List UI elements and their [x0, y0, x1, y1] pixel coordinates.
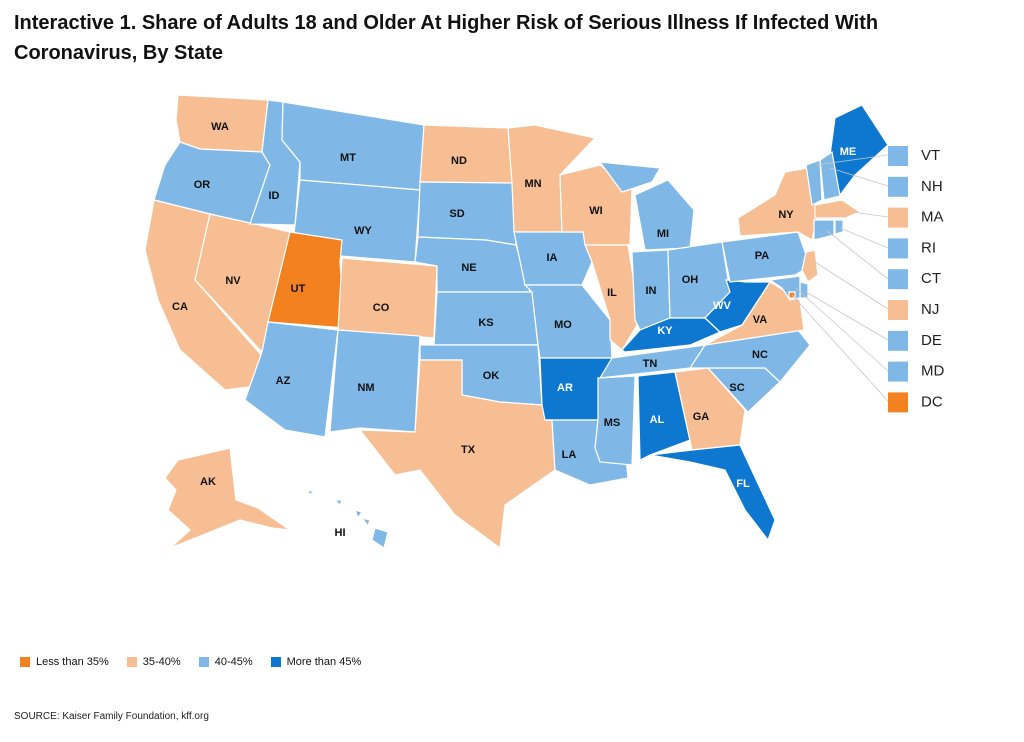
- small-state-callouts: VT NH MA RI CT NJ DE MD DC: [888, 146, 944, 413]
- label-MN: MN: [524, 178, 541, 190]
- state-RI[interactable]: [834, 219, 844, 235]
- state-labels: WA OR CA NV ID MT WY UT CO AZ NM ND SD N…: [172, 121, 856, 539]
- callout-label-MA: MA: [921, 209, 944, 226]
- state-CO[interactable]: [337, 257, 438, 339]
- source-note: SOURCE: Kaiser Family Foundation, kff.or…: [14, 711, 209, 722]
- label-NM: NM: [357, 382, 374, 394]
- callout-label-DE: DE: [921, 332, 942, 349]
- label-SD: SD: [449, 208, 464, 220]
- callout-label-NH: NH: [921, 178, 943, 195]
- label-VA: VA: [753, 314, 768, 326]
- label-IL: IL: [607, 287, 617, 299]
- label-WI: WI: [589, 205, 602, 217]
- label-WV: WV: [713, 300, 731, 312]
- callout-label-DC: DC: [921, 393, 943, 410]
- map-title: Interactive 1. Share of Adults 18 and Ol…: [14, 12, 879, 64]
- label-MT: MT: [340, 152, 356, 164]
- label-NV: NV: [225, 275, 241, 287]
- label-ND: ND: [451, 155, 467, 167]
- label-SC: SC: [729, 382, 744, 394]
- legend-item-gt45: More than 45%: [270, 656, 362, 668]
- state-GA[interactable]: [674, 367, 746, 451]
- label-KY: KY: [657, 325, 673, 337]
- label-TN: TN: [643, 358, 658, 370]
- state-IL[interactable]: [584, 244, 641, 351]
- state-MS[interactable]: [594, 375, 636, 466]
- label-AR: AR: [557, 382, 573, 394]
- label-LA: LA: [562, 449, 577, 461]
- callout-box-NJ[interactable]: [888, 300, 908, 320]
- label-GA: GA: [693, 411, 710, 423]
- callout-label-MD: MD: [921, 363, 944, 380]
- legend-item-35-40: 35-40%: [126, 656, 181, 668]
- label-OK: OK: [483, 370, 500, 382]
- label-NC: NC: [752, 349, 768, 361]
- state-AL[interactable]: [637, 371, 691, 461]
- state-NM[interactable]: [329, 329, 421, 433]
- state-SD[interactable]: [417, 181, 517, 246]
- label-NE: NE: [461, 262, 476, 274]
- label-AZ: AZ: [276, 375, 291, 387]
- label-IN: IN: [646, 285, 657, 297]
- label-AK: AK: [200, 476, 216, 488]
- label-UT: UT: [291, 283, 306, 295]
- state-NY[interactable]: [737, 167, 819, 241]
- label-NY: NY: [778, 209, 794, 221]
- label-MI: MI: [657, 228, 669, 240]
- callout-box-RI[interactable]: [888, 238, 908, 259]
- label-ME: ME: [840, 146, 857, 158]
- legend-swatch-lt35: [20, 657, 30, 667]
- legend-label-gt45: More than 45%: [286, 656, 362, 668]
- callout-box-CT[interactable]: [888, 269, 908, 290]
- callout-label-RI: RI: [921, 239, 936, 256]
- label-ID: ID: [269, 190, 280, 202]
- callout-box-VT[interactable]: [888, 146, 908, 166]
- legend-item-lt35: Less than 35%: [20, 656, 109, 668]
- legend-swatch-35-40: [126, 657, 137, 667]
- state-AK[interactable]: [164, 447, 291, 549]
- state-MT[interactable]: [281, 101, 425, 191]
- callout-leaders: [791, 154, 889, 402]
- label-MO: MO: [554, 319, 572, 331]
- legend-label-35-40: 35-40%: [142, 656, 181, 668]
- label-HI: HI: [335, 527, 346, 539]
- state-VT[interactable]: [805, 159, 823, 206]
- legend-swatch-gt45: [270, 657, 281, 667]
- legend-swatch-40-45: [198, 657, 209, 667]
- label-CO: CO: [373, 302, 390, 314]
- state-TX[interactable]: [358, 359, 556, 550]
- label-WY: WY: [354, 225, 372, 237]
- state-NJ[interactable]: [801, 249, 819, 283]
- state-ME[interactable]: [829, 104, 889, 197]
- callout-label-CT: CT: [921, 270, 941, 287]
- legend-item-40-45: 40-45%: [198, 656, 253, 668]
- label-KS: KS: [478, 317, 493, 329]
- label-MS: MS: [604, 417, 621, 429]
- callout-box-NH[interactable]: [888, 176, 908, 197]
- callout-box-DE[interactable]: [888, 330, 908, 351]
- state-FL[interactable]: [649, 444, 776, 542]
- state-HI[interactable]: [305, 489, 389, 549]
- legend-label-40-45: 40-45%: [214, 656, 253, 668]
- label-PA: PA: [755, 250, 770, 262]
- label-OH: OH: [682, 274, 699, 286]
- state-MI[interactable]: [598, 161, 695, 251]
- callout-box-MD[interactable]: [888, 361, 908, 382]
- label-AL: AL: [650, 414, 665, 426]
- label-FL: FL: [736, 478, 750, 490]
- label-TX: TX: [461, 444, 476, 456]
- callout-box-DC[interactable]: [888, 392, 908, 413]
- legend-label-lt35: Less than 35%: [36, 656, 109, 668]
- legend: Less than 35% 35-40% 40-45% More than 45…: [20, 655, 379, 669]
- label-WA: WA: [211, 121, 229, 133]
- state-MA[interactable]: [814, 199, 862, 219]
- state-CT[interactable]: [813, 219, 835, 241]
- label-IA: IA: [547, 252, 558, 264]
- callout-label-VT: VT: [921, 147, 940, 164]
- callout-label-NJ: NJ: [921, 301, 939, 318]
- label-OR: OR: [194, 179, 211, 191]
- callout-box-MA[interactable]: [888, 207, 908, 228]
- label-CA: CA: [172, 301, 188, 313]
